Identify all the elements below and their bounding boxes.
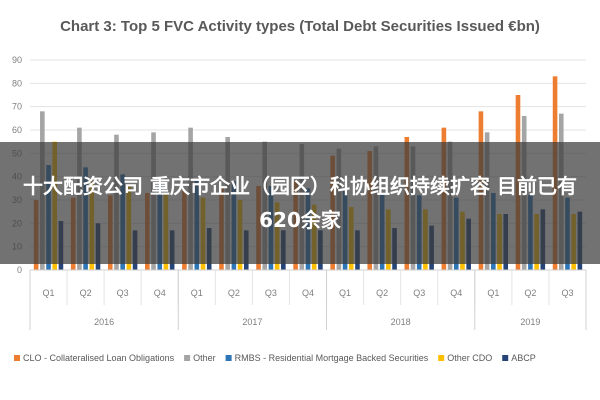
chart-title: Chart 3: Top 5 FVC Activity types (Total…: [60, 18, 540, 35]
x-tick-label: Q3: [413, 288, 425, 298]
legend-swatch: [438, 355, 445, 361]
x-tick-label: Q1: [487, 288, 499, 298]
year-label: 2018: [391, 317, 411, 327]
year-label: 2017: [242, 317, 262, 327]
overlay-text: 十大配资公司 重庆市企业（园区）科协组织持续扩容 目前已有620余家: [23, 174, 577, 232]
y-tick-label: 80: [12, 78, 22, 88]
legend-label: Other: [193, 353, 216, 363]
legend-swatch: [184, 355, 191, 361]
y-tick-label: 90: [12, 55, 22, 65]
legend-swatch: [14, 355, 20, 361]
x-axis: Q1 Q2 Q3 Q4 Q1 Q2 Q3 Q4 Q1 Q2 Q3 Q4 Q1 Q2 Q3 2016 2017 20…: [29, 269, 587, 330]
x-tick-label: Q2: [228, 288, 240, 298]
legend-label: RMBS - Residential Mortgage Backed Secur…: [235, 353, 429, 363]
x-tick-label: Q4: [154, 288, 166, 298]
legend-label: ABCP: [511, 353, 536, 363]
legend-swatch: [502, 355, 509, 361]
x-tick-label: Q4: [450, 288, 462, 298]
x-tick-label: Q1: [191, 288, 203, 298]
x-tick-label: Q3: [265, 288, 277, 298]
x-tick-label: Q3: [561, 288, 573, 298]
y-tick-label: 60: [12, 125, 22, 135]
overlay-banner: 十大配资公司 重庆市企业（园区）科协组织持续扩容 目前已有620余家: [0, 142, 600, 264]
x-tick-label: Q2: [80, 288, 92, 298]
x-tick-label: Q2: [376, 288, 388, 298]
legend-label: Other CDO: [447, 353, 492, 363]
x-tick-label: Q2: [524, 288, 536, 298]
y-tick-label: 0: [17, 265, 22, 275]
year-label: 2019: [520, 317, 540, 327]
legend: CLO - Collateralised Loan Obligations Oth…: [14, 353, 536, 363]
x-tick-label: Q1: [43, 288, 55, 298]
legend-swatch: [225, 355, 232, 361]
x-tick-label: Q4: [302, 288, 314, 298]
x-tick-label: Q1: [339, 288, 351, 298]
x-tick-label: Q3: [117, 288, 129, 298]
year-label: 2016: [94, 317, 114, 327]
legend-label: CLO - Collateralised Loan Obligations: [23, 353, 175, 363]
y-tick-label: 70: [12, 102, 22, 112]
